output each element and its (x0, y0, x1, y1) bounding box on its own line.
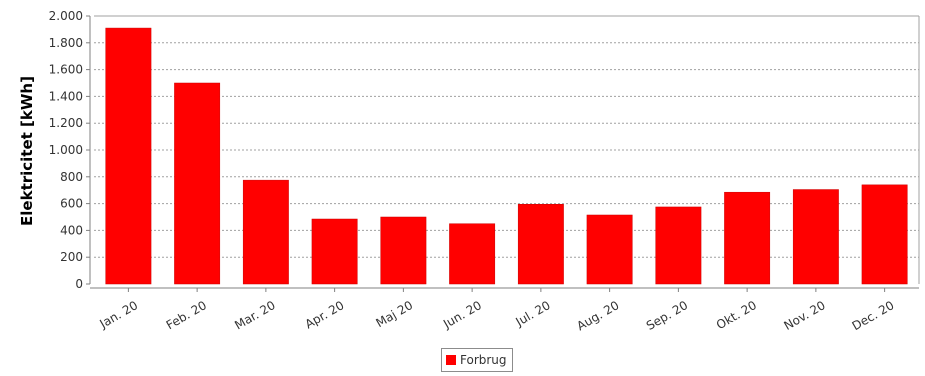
y-tick-label: 0 (75, 277, 83, 291)
bar (174, 82, 221, 285)
bar (380, 216, 427, 285)
x-tick-label: Feb. 20 (164, 298, 209, 332)
x-tick-label: Aug. 20 (574, 298, 621, 333)
bar (586, 214, 633, 285)
y-axis-label: Elektricitet [kWh] (18, 76, 36, 226)
x-tick-label: Sep. 20 (644, 298, 690, 333)
bar (861, 184, 908, 285)
x-tick-label: Mar. 20 (232, 298, 277, 332)
y-tick-label: 200 (60, 250, 83, 264)
legend: Forbrug (441, 348, 513, 372)
y-tick-label: 800 (60, 170, 83, 184)
bars (105, 27, 908, 285)
x-tick-label: Jan. 20 (97, 298, 141, 331)
y-tick-label: 1.200 (49, 116, 83, 130)
x-tick-label: Jul. 20 (513, 298, 553, 329)
y-tick-label: 1.000 (49, 143, 83, 157)
legend-label-forbrug: Forbrug (460, 353, 507, 367)
axes (89, 15, 920, 289)
bar (517, 204, 564, 285)
x-tick-label: Dec. 20 (850, 298, 897, 333)
bar (655, 206, 702, 285)
bar (449, 223, 496, 285)
x-tick-label: Nov. 20 (781, 298, 827, 333)
y-tick-label: 2.000 (49, 9, 83, 23)
bar (311, 218, 358, 285)
y-tick-label: 1.800 (49, 36, 83, 50)
y-tick-label: 1.600 (49, 63, 83, 77)
y-tick-label: 1.400 (49, 89, 83, 103)
x-tick-labels: Jan. 20 Feb. 20 Mar. 20 Apr. 20 Maj 20 Jun. 2… (97, 288, 897, 333)
x-tick-label: Jun. 20 (440, 298, 484, 331)
bar (792, 189, 839, 285)
x-tick-label: Maj 20 (374, 298, 416, 330)
y-tick-label: 400 (60, 223, 83, 237)
bar (724, 191, 771, 285)
x-tick-label: Apr. 20 (303, 298, 347, 331)
bar (242, 179, 289, 285)
bar (105, 27, 152, 285)
y-tick-labels: 0 200 400 600 800 1.000 1.200 1.400 1.600 1.800 2.… (49, 9, 90, 291)
x-tick-label: Okt. 20 (714, 298, 759, 332)
legend-swatch (446, 355, 456, 365)
y-tick-label: 600 (60, 197, 83, 211)
